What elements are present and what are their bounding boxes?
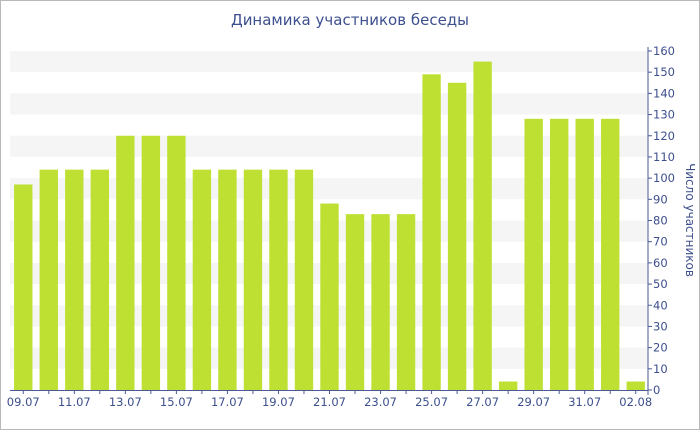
bar (167, 135, 186, 390)
bar (396, 214, 416, 390)
y-tick-label: 70 (653, 235, 668, 249)
bar (601, 118, 620, 391)
x-tick-label: 27.07 (466, 395, 499, 409)
bar (320, 203, 339, 390)
y-tick-label: 20 (653, 341, 668, 355)
x-tick-label: 09.07 (7, 395, 40, 409)
bar (422, 74, 441, 391)
x-tick-label: 31.07 (568, 395, 601, 409)
x-tick-label: 25.07 (415, 395, 448, 409)
bar (65, 169, 84, 390)
bar (626, 381, 645, 390)
bar (549, 118, 569, 391)
y-tick-label: 50 (653, 277, 668, 291)
bar (524, 118, 543, 391)
bars (14, 61, 645, 391)
x-tick-label: 17.07 (211, 395, 244, 409)
chart-title: Динамика участников беседы (230, 11, 470, 29)
bar (218, 169, 237, 390)
bar (575, 118, 594, 391)
bar (371, 214, 390, 390)
bar (14, 184, 33, 390)
y-tick-label: 60 (653, 256, 668, 270)
y-tick-label: 80 (653, 214, 668, 228)
y-tick-label: 110 (653, 150, 675, 164)
y-tick-label: 40 (653, 298, 668, 312)
y-tick-label: 160 (653, 44, 675, 58)
y-tick-label: 140 (653, 86, 675, 100)
bar (294, 169, 314, 390)
y-tick-label: 150 (653, 65, 675, 79)
y-tick-label: 90 (653, 192, 668, 206)
y-axis-title: Число участников (683, 163, 697, 277)
x-tick-label: 29.07 (517, 395, 550, 409)
bar (269, 169, 288, 390)
bar (243, 169, 263, 390)
x-tick-label: 02.08 (619, 395, 652, 409)
x-tick-label: 15.07 (160, 395, 193, 409)
axes (10, 47, 652, 395)
bar (141, 135, 161, 390)
bar (473, 61, 492, 390)
y-tick-labels: 0 10 20 30 40 50 60 70 80 90 100 110 120 130 140 150 160 (653, 44, 675, 397)
x-tick-labels: 09.07 11.07 13.07 15.07 17.07 19.07 21.07 23.07… (7, 395, 652, 409)
y-tick-label: 130 (653, 108, 675, 122)
bar (90, 169, 110, 390)
grid-band (10, 51, 648, 73)
bar (447, 82, 467, 390)
y-tick-label: 10 (653, 362, 668, 376)
bar (498, 381, 518, 390)
x-tick-label: 13.07 (109, 395, 142, 409)
y-tick-label: 0 (653, 383, 660, 397)
bar (39, 169, 58, 390)
x-tick-label: 19.07 (262, 395, 295, 409)
y-tick-label: 100 (653, 171, 675, 185)
bar (345, 214, 365, 390)
grid-band (10, 93, 648, 115)
x-tick-label: 11.07 (58, 395, 91, 409)
y-tick-label: 120 (653, 129, 675, 143)
y-tick-label: 30 (653, 319, 668, 333)
bar (192, 169, 212, 390)
x-tick-label: 23.07 (364, 395, 397, 409)
x-tick-label: 21.07 (313, 395, 346, 409)
bar (116, 135, 135, 390)
